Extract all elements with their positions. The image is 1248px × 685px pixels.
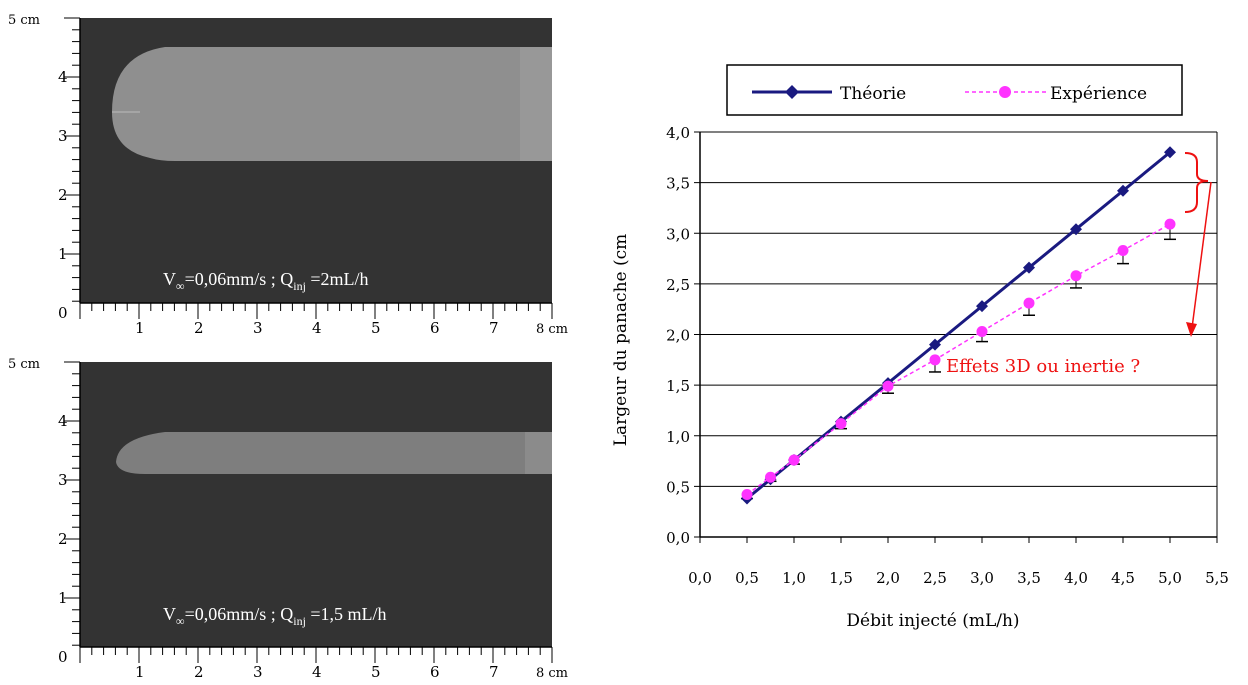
point-experience (835, 418, 847, 430)
ruler-x-unit: 8 cm (536, 322, 568, 337)
point-experience (1117, 244, 1129, 256)
ruler-y-label: 2 (58, 186, 68, 204)
arrow-head-icon (1186, 322, 1197, 337)
x-tick-label: 0,0 (688, 569, 712, 587)
ruler-y-label: 1 (58, 245, 68, 263)
y-tick-label: 0,0 (666, 529, 690, 547)
annotation-arrow (1191, 181, 1212, 329)
point-experience (976, 325, 988, 337)
ruler-x-label: 3 (253, 663, 263, 681)
x-tick-label: 3,5 (1017, 569, 1041, 587)
y-tick-label: 4,0 (666, 124, 690, 142)
point-experience (929, 354, 941, 366)
point-experience (765, 471, 776, 483)
ruler-y-unit: 5 cm (8, 13, 40, 28)
legend-label-experience: Expérience (1050, 84, 1147, 104)
annotation-text: Effets 3D ou inertie ? (946, 356, 1140, 377)
x-tick-label: 5,0 (1158, 569, 1182, 587)
photo-caption: V∞=0,06mm/s ; Qinj =1,5 mL/h (163, 604, 387, 628)
ruler-y-label: 0 (58, 648, 68, 666)
point-theorie (976, 300, 988, 313)
plume-tail (525, 432, 552, 474)
ruler-x-label: 1 (135, 663, 145, 681)
ruler-x-label: 3 (253, 319, 263, 337)
x-tick-label: 3,0 (970, 569, 994, 587)
ruler-x-label: 5 (371, 319, 381, 337)
y-tick-label: 1,5 (666, 377, 690, 395)
ruler-y-label: 3 (58, 471, 68, 489)
x-tick-label: 2,5 (923, 569, 947, 587)
point-experience (1023, 297, 1035, 309)
x-tick-label: 1,5 (829, 569, 853, 587)
ruler-y-unit: 5 cm (8, 357, 40, 372)
y-tick-label: 3,5 (666, 175, 690, 193)
ruler-x-label: 6 (430, 663, 440, 681)
photo-rulers: 5 cm 4 3 2 1 0 1 2 3 4 5 6 7 8 cm (8, 13, 568, 337)
point-experience (741, 488, 753, 500)
ruler-x-unit: 8 cm (536, 666, 568, 681)
x-tick-label: 2,0 (876, 569, 900, 587)
x-axis-title: Débit injecté (mL/h) (846, 611, 1019, 631)
y-tick-label: 2,0 (666, 327, 690, 345)
chart-grid (700, 131, 1218, 537)
ruler-x-label: 4 (312, 319, 322, 337)
legend-marker-experience (999, 86, 1011, 98)
y-tick-label: 3,0 (666, 225, 690, 243)
x-tick-label: 4,0 (1064, 569, 1088, 587)
ruler-x-label: 2 (194, 663, 204, 681)
ruler-y-label: 4 (58, 412, 68, 430)
ruler-x-label: 5 (371, 663, 381, 681)
plume-photo-bottom: V∞=0,06mm/s ; Qinj =1,5 mL/h 5 cm 4 3 2 1 0 1 2… (8, 357, 568, 681)
ruler-y-label: 1 (58, 589, 68, 607)
legend-marker-theorie (785, 85, 799, 99)
plume-width-chart: 0,0 0,5 1,0 1,5 2,0 2,5 3,0 3,5 4,0 0,0 0,5 1,0 1,5 2… (611, 64, 1229, 631)
x-tick-label: 4,5 (1111, 569, 1135, 587)
point-theorie (1070, 223, 1082, 236)
point-theorie (1164, 146, 1176, 159)
point-experience (882, 380, 894, 392)
ruler-x-label: 7 (489, 663, 499, 681)
ruler-x-label: 6 (430, 319, 440, 337)
x-tick-label: 0,5 (735, 569, 759, 587)
ruler-x-label: 2 (194, 319, 204, 337)
y-tick-label: 2,5 (666, 276, 690, 294)
plume-tail (520, 47, 552, 161)
chart-legend: Théorie Expérience (726, 64, 1183, 116)
point-experience (788, 454, 800, 466)
point-theorie (929, 338, 941, 351)
photo-caption: V∞=0,06mm/s ; Qinj =2mL/h (163, 269, 369, 293)
photo-background (80, 362, 552, 647)
legend-box (726, 64, 1183, 116)
photo-rulers: 5 cm 4 3 2 1 0 1 2 3 4 5 6 7 8 cm (8, 357, 568, 681)
ruler-y-label: 2 (58, 530, 68, 548)
point-experience (1164, 218, 1176, 230)
ruler-y-label: 0 (58, 304, 68, 322)
point-theorie (1023, 261, 1035, 274)
ruler-x-label: 1 (135, 319, 145, 337)
bracket-icon (1184, 152, 1209, 213)
plume-shape (112, 47, 552, 161)
legend-label-theorie: Théorie (840, 84, 906, 104)
ruler-x-label: 4 (312, 663, 322, 681)
chart-axes: 0,0 0,5 1,0 1,5 2,0 2,5 3,0 3,5 4,0 0,0 0,5 1,0 1,5 2… (666, 124, 1229, 587)
annotation-group: Effets 3D ou inertie ? (946, 152, 1212, 377)
x-tick-label: 5,5 (1205, 569, 1229, 587)
chart-series (741, 146, 1176, 505)
y-tick-label: 1,0 (666, 428, 690, 446)
y-tick-label: 0,5 (666, 478, 690, 496)
plume-shape (116, 432, 552, 474)
ruler-y-label: 4 (58, 68, 68, 86)
ruler-y-label: 3 (58, 127, 68, 145)
y-axis-title: Largeur du panache (cm (611, 234, 631, 447)
ruler-x-label: 7 (489, 319, 499, 337)
x-tick-label: 1,0 (782, 569, 806, 587)
point-theorie (1117, 184, 1129, 197)
point-experience (1070, 270, 1082, 282)
